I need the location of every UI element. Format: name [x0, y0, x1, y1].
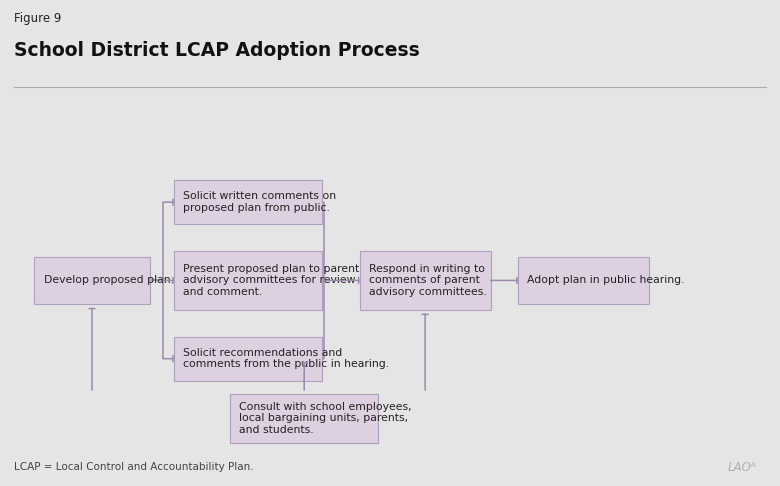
Text: Consult with school employees,
local bargaining units, parents,
and students.: Consult with school employees, local bar… [239, 401, 412, 435]
FancyBboxPatch shape [34, 257, 150, 304]
Text: Solicit written comments on
proposed plan from public.: Solicit written comments on proposed pla… [183, 191, 336, 213]
Text: Figure 9: Figure 9 [14, 12, 62, 25]
FancyBboxPatch shape [360, 251, 491, 310]
FancyBboxPatch shape [518, 257, 649, 304]
FancyBboxPatch shape [174, 251, 322, 310]
Text: Develop proposed plan.: Develop proposed plan. [44, 276, 174, 285]
FancyBboxPatch shape [174, 337, 322, 381]
FancyBboxPatch shape [230, 394, 378, 443]
Text: Solicit recommendations and
comments from the public in hearing.: Solicit recommendations and comments fro… [183, 348, 389, 369]
Text: LAOᴬ: LAOᴬ [728, 461, 757, 474]
Text: Adopt plan in public hearing.: Adopt plan in public hearing. [527, 276, 685, 285]
Text: LCAP = Local Control and Accountability Plan.: LCAP = Local Control and Accountability … [14, 462, 254, 471]
Text: Present proposed plan to parent
advisory committees for review
and comment.: Present proposed plan to parent advisory… [183, 264, 360, 297]
Text: School District LCAP Adoption Process: School District LCAP Adoption Process [14, 41, 420, 60]
Text: Respond in writing to
comments of parent
advisory committees.: Respond in writing to comments of parent… [369, 264, 487, 297]
FancyBboxPatch shape [174, 180, 322, 225]
